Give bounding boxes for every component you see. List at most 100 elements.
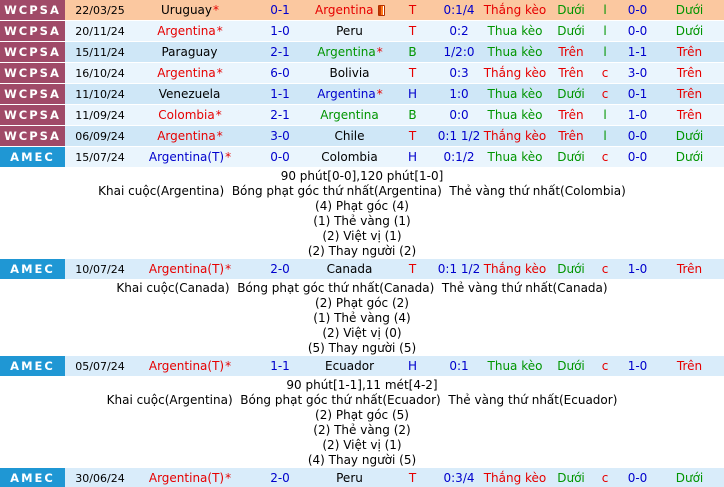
over-under-result: Dưới	[557, 24, 585, 38]
away-team[interactable]: Canada	[315, 259, 385, 279]
home-star-marker: *	[216, 24, 223, 38]
detail-line: (2) Phạt góc (2)	[315, 296, 409, 310]
away-team[interactable]: Argentina	[315, 105, 385, 125]
home-star-marker: *	[225, 359, 232, 373]
away-team-name[interactable]: Bolivia	[329, 66, 370, 80]
table-row: WCPSA 11/09/24 Colombia * 2-1 Argentina B…	[0, 105, 724, 126]
away-team[interactable]: Colombia	[315, 147, 385, 167]
handicap-result: Thua kèo	[487, 359, 543, 373]
away-team-name[interactable]: Canada	[326, 262, 373, 276]
away-team-name[interactable]: Argentina	[317, 45, 376, 59]
flag-letter: c	[601, 471, 609, 485]
detail-line: (2) Việt vị (0)	[322, 326, 402, 340]
detail-line: (2) Việt vị (1)	[322, 438, 402, 452]
over-under-result: Trên	[558, 129, 584, 143]
home-team[interactable]: Argentina(T) *	[135, 468, 245, 487]
home-team-name[interactable]: Argentina	[157, 24, 216, 38]
home-team[interactable]: Argentina *	[135, 126, 245, 146]
detail-line: 90 phút[0-0],120 phút[1-0]	[280, 169, 444, 183]
table-row: WCPSA 22/03/25 Uruguay * 0-1 Argentina T …	[0, 0, 724, 21]
home-team[interactable]: Paraguay	[135, 42, 245, 62]
home-team-name[interactable]: Argentina(T)	[148, 262, 225, 276]
match-score: 1-1	[270, 87, 290, 101]
over-under-result-2: Trên	[676, 45, 703, 59]
home-team[interactable]: Venezuela	[135, 84, 245, 104]
match-date: 06/09/24	[75, 129, 125, 143]
home-team-name[interactable]: Argentina(T)	[148, 359, 225, 373]
away-team[interactable]: Peru	[315, 21, 385, 41]
home-team[interactable]: Argentina(T) *	[135, 356, 245, 376]
away-team-name[interactable]: Argentina	[317, 87, 376, 101]
secondary-score: 0-0	[627, 150, 648, 164]
over-under-result-2: Dưới	[675, 24, 704, 38]
secondary-score: 0-0	[627, 24, 648, 38]
league-badge: WCPSA	[0, 126, 65, 146]
result-letter: T	[408, 3, 417, 17]
handicap-result: Thắng kèo	[483, 262, 547, 276]
detail-line: (1) Thẻ vàng (1)	[313, 214, 411, 228]
over-under-result: Dưới	[557, 150, 585, 164]
home-team-name[interactable]: Argentina	[157, 129, 216, 143]
away-team-name[interactable]: Peru	[336, 471, 363, 485]
over-under-result-2: Dưới	[675, 471, 704, 485]
home-team[interactable]: Uruguay *	[135, 0, 245, 20]
detail-line: (1) Thẻ vàng (4)	[313, 311, 411, 325]
away-star-marker: *	[376, 45, 383, 59]
away-team-name[interactable]: Chile	[334, 129, 365, 143]
match-date: 05/07/24	[75, 359, 125, 373]
over-under-result-2: Dưới	[675, 3, 704, 17]
flag-letter: l	[603, 3, 607, 17]
home-team[interactable]: Colombia *	[135, 105, 245, 125]
home-team-name[interactable]: Paraguay	[161, 45, 218, 59]
home-team[interactable]: Argentina(T) *	[135, 147, 245, 167]
handicap-odds: 0:1	[449, 359, 469, 373]
home-team-name[interactable]: Colombia	[158, 108, 215, 122]
match-score: 1-0	[270, 24, 290, 38]
home-star-marker: *	[225, 262, 232, 276]
home-team-name[interactable]: Venezuela	[158, 87, 221, 101]
home-team[interactable]: Argentina *	[135, 21, 245, 41]
league-badge: WCPSA	[0, 63, 65, 83]
away-team-name[interactable]: Argentina	[315, 3, 374, 17]
detail-line: Khai cuộc(Argentina) Bóng phạt góc thứ n…	[98, 184, 626, 198]
away-team-name[interactable]: Argentina	[320, 108, 379, 122]
away-team[interactable]: Bolivia	[315, 63, 385, 83]
result-letter: H	[407, 87, 418, 101]
detail-line: Khai cuộc(Canada) Bóng phạt góc thứ nhất…	[116, 281, 608, 295]
card-icon	[377, 4, 385, 16]
away-team[interactable]: Argentina *	[315, 84, 385, 104]
away-team[interactable]: Chile	[315, 126, 385, 146]
away-team-name[interactable]: Colombia	[321, 150, 378, 164]
home-team-name[interactable]: Argentina(T)	[148, 150, 225, 164]
home-team-name[interactable]: Argentina(T)	[148, 471, 225, 485]
away-team[interactable]: Ecuador	[315, 356, 385, 376]
away-team[interactable]: Peru	[315, 468, 385, 487]
home-team-name[interactable]: Uruguay	[161, 3, 212, 17]
away-team-name[interactable]: Peru	[336, 24, 363, 38]
result-letter: B	[408, 108, 417, 122]
flag-letter: c	[601, 66, 609, 80]
result-letter: T	[408, 262, 417, 276]
over-under-result-2: Trên	[676, 87, 703, 101]
match-score: 2-1	[270, 108, 290, 122]
home-team[interactable]: Argentina(T) *	[135, 259, 245, 279]
away-team[interactable]: Argentina	[315, 0, 385, 20]
secondary-score: 0-0	[627, 471, 648, 485]
handicap-odds: 0:1/4	[443, 3, 475, 17]
match-date: 10/07/24	[75, 262, 125, 276]
home-team[interactable]: Argentina *	[135, 63, 245, 83]
handicap-odds: 0:0	[449, 108, 469, 122]
away-star-marker: *	[376, 87, 383, 101]
over-under-result: Trên	[558, 66, 584, 80]
league-badge: AMEC	[0, 356, 65, 376]
home-team-name[interactable]: Argentina	[157, 66, 216, 80]
secondary-score: 0-1	[627, 87, 648, 101]
league-badge: WCPSA	[0, 21, 65, 41]
flag-letter: c	[601, 262, 609, 276]
over-under-result-2: Trên	[676, 108, 703, 122]
away-team[interactable]: Argentina *	[315, 42, 385, 62]
secondary-score: 0-0	[627, 3, 648, 17]
away-team-name[interactable]: Ecuador	[324, 359, 375, 373]
handicap-result: Thắng kèo	[483, 66, 547, 80]
